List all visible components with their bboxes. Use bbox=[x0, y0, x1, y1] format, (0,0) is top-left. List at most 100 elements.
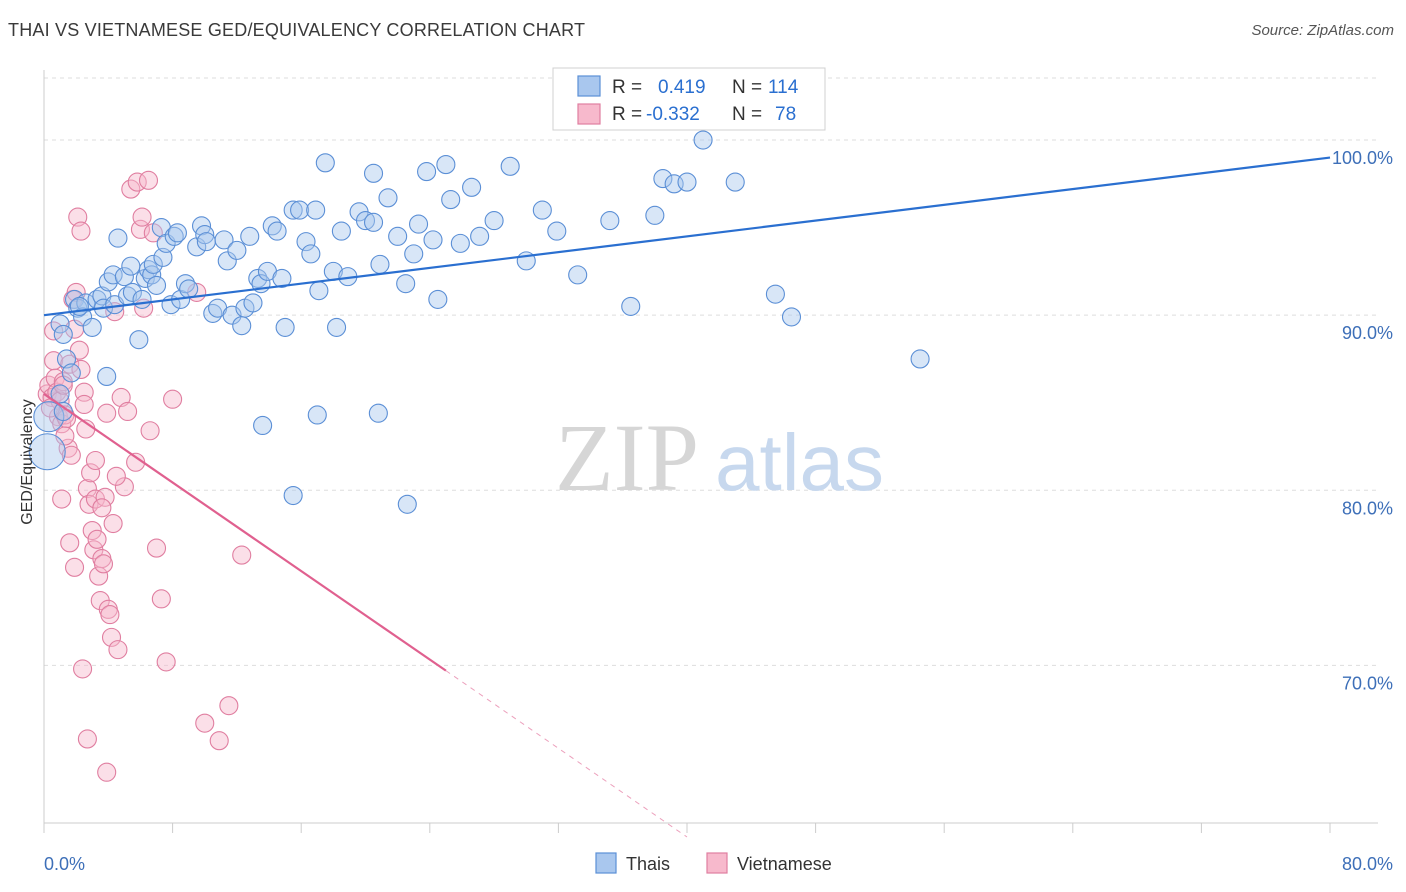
vietnamese-point bbox=[64, 557, 85, 577]
vietnamese-point bbox=[68, 207, 88, 227]
vietnamese-point bbox=[97, 762, 117, 782]
bottom-legend-viet-label: Vietnamese bbox=[737, 854, 832, 874]
legend-viet-swatch bbox=[577, 103, 601, 125]
thai-point bbox=[121, 256, 141, 276]
thai-point bbox=[441, 190, 461, 210]
vietnamese-point bbox=[101, 627, 122, 647]
vietnamese-point bbox=[130, 219, 150, 239]
watermark-atlas: atlas bbox=[715, 418, 884, 507]
vietnamese-point bbox=[163, 389, 183, 409]
y-tick-label: 90.0% bbox=[1342, 323, 1393, 343]
thai-point bbox=[363, 212, 384, 232]
thai-point bbox=[283, 200, 303, 220]
vietnamese-point bbox=[82, 521, 102, 541]
thai-point bbox=[547, 221, 567, 241]
chart-title: THAI VS VIETNAMESE GED/EQUIVALENCY CORRE… bbox=[8, 20, 586, 40]
thai-point bbox=[272, 268, 292, 288]
thai-point bbox=[370, 254, 390, 274]
thai-point bbox=[309, 281, 329, 301]
thai-point bbox=[122, 282, 142, 302]
vietnamese-point bbox=[140, 421, 160, 441]
thai-point bbox=[267, 221, 287, 241]
thai-point bbox=[462, 177, 482, 197]
thai-point bbox=[765, 284, 785, 304]
tick-labels: 70.0% 80.0% 90.0% 100.0% 0.0% 80.0% bbox=[44, 148, 1393, 874]
thai-point bbox=[114, 267, 134, 287]
thai-point bbox=[484, 211, 504, 231]
x-tick-label-min: 0.0% bbox=[44, 854, 85, 874]
axes bbox=[43, 70, 1378, 833]
thai-point bbox=[653, 169, 673, 189]
thai-point bbox=[243, 293, 263, 313]
thai-point bbox=[108, 228, 128, 248]
thai-point bbox=[179, 279, 199, 299]
thai-point bbox=[97, 366, 117, 387]
thai-point bbox=[470, 226, 490, 246]
vietnamese-trend-line bbox=[43, 393, 447, 672]
thai-point bbox=[417, 162, 437, 182]
legend-thai-r-value: 0.419 bbox=[658, 77, 706, 98]
thai-point bbox=[253, 415, 273, 436]
thai-point bbox=[143, 254, 163, 274]
vietnamese-point bbox=[138, 170, 159, 190]
thai-point bbox=[910, 349, 930, 369]
vietnamese-point bbox=[77, 729, 97, 749]
thai-point bbox=[781, 307, 802, 327]
vietnamese-point bbox=[60, 533, 80, 553]
bottom-legend-viet-swatch bbox=[706, 852, 728, 874]
thai-point bbox=[129, 330, 149, 350]
thai-point bbox=[396, 274, 416, 294]
trend-lines bbox=[43, 156, 1331, 838]
thai-point bbox=[33, 401, 65, 433]
thai-point bbox=[327, 317, 347, 337]
thai-point bbox=[500, 156, 520, 176]
vietnamese-point bbox=[209, 731, 229, 751]
thai-point bbox=[275, 317, 295, 337]
vietnamese-point bbox=[71, 221, 91, 241]
thai-point bbox=[214, 230, 234, 250]
watermark: ZIP atlas bbox=[555, 404, 884, 511]
thai-point bbox=[175, 274, 196, 294]
vietnamese-point bbox=[87, 529, 107, 549]
thai-point bbox=[725, 172, 745, 192]
vietnamese-point bbox=[219, 696, 239, 716]
thai-point bbox=[532, 200, 552, 220]
thai-point bbox=[315, 153, 335, 173]
thai-point bbox=[450, 233, 470, 253]
vietnamese-point bbox=[93, 554, 114, 574]
thai-point bbox=[621, 296, 641, 316]
thai-point bbox=[196, 232, 216, 252]
thai-point bbox=[645, 205, 665, 225]
y-axis-label: GED/Equivalency bbox=[19, 399, 36, 524]
vietnamese-point bbox=[77, 478, 97, 499]
thai-point bbox=[331, 221, 351, 241]
vietnamese-point bbox=[85, 450, 105, 471]
bottom-legend-thai-swatch bbox=[595, 852, 617, 874]
thai-point bbox=[423, 230, 443, 250]
thai-point bbox=[217, 251, 237, 271]
thai-point bbox=[307, 405, 327, 425]
thai-point bbox=[436, 155, 456, 175]
vietnamese-point bbox=[97, 403, 117, 423]
thai-point bbox=[195, 225, 215, 245]
vietnamese-point bbox=[79, 494, 99, 514]
vietnamese-point bbox=[73, 659, 93, 679]
vietnamese-point bbox=[111, 387, 131, 408]
bottom-legend-thai-label: Thais bbox=[626, 854, 670, 874]
legend-viet-r-label: R = bbox=[612, 104, 642, 125]
chart-source: Source: ZipAtlas.com bbox=[1251, 22, 1394, 39]
thais-points bbox=[28, 130, 930, 514]
legend-viet-n-label: N = bbox=[732, 104, 762, 125]
vietnamese-point bbox=[114, 477, 134, 497]
vietnamese-point bbox=[146, 538, 167, 558]
thai-point bbox=[677, 172, 697, 192]
vietnamese-point bbox=[132, 207, 152, 227]
thai-point bbox=[428, 289, 448, 309]
series-legend: Thais Vietnamese bbox=[595, 852, 832, 874]
thai-point bbox=[296, 232, 316, 252]
vietnamese-point bbox=[74, 394, 94, 415]
thai-point bbox=[28, 433, 66, 471]
legend-thai-n-value: 114 bbox=[768, 77, 799, 98]
thai-point bbox=[232, 316, 252, 336]
